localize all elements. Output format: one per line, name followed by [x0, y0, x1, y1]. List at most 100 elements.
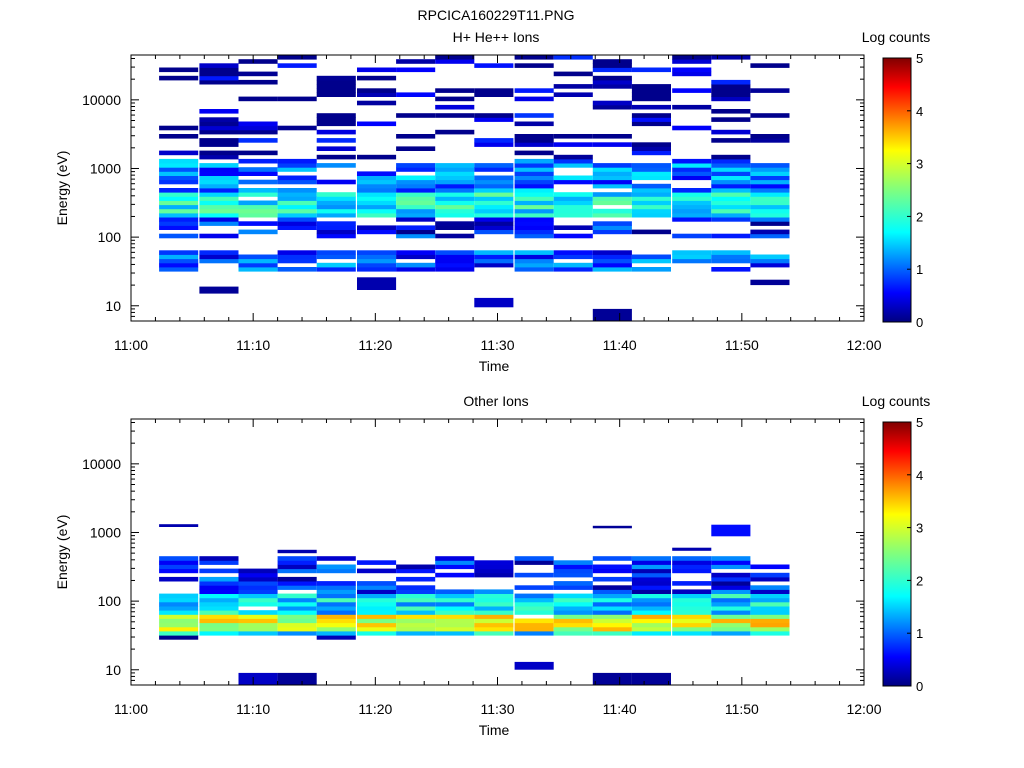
spectrogram-cell: [672, 258, 712, 264]
spectrogram-cell: [553, 192, 593, 197]
spectrogram-cell: [474, 217, 514, 222]
spectrogram-cell: [435, 179, 475, 185]
spectrogram-cell: [435, 589, 475, 594]
spectrogram-cell: [711, 171, 751, 176]
spectrogram-cell: [553, 225, 593, 230]
spectrogram-cell: [514, 593, 554, 599]
spectrogram-cell: [672, 606, 712, 611]
spectrogram-cell: [435, 564, 475, 570]
spectrogram-cell: [592, 631, 632, 636]
spectrogram-cell: [199, 631, 239, 636]
spectrogram-cell: [238, 138, 278, 143]
spectrogram-cell: [514, 196, 554, 201]
spectrogram-cell: [514, 622, 554, 628]
spectrogram-cell: [159, 267, 199, 272]
spectrogram-cell: [474, 221, 514, 226]
spectrogram-cell: [672, 618, 712, 624]
spectrogram-cell: [357, 277, 397, 290]
x-tick-label: 11:50: [725, 337, 759, 353]
colorbar-tick-label: 4: [916, 104, 923, 119]
spectrogram-cell: [672, 250, 712, 255]
spectrogram-cell: [711, 589, 751, 594]
spectrogram-cell: [316, 601, 356, 607]
spectrogram-cell: [396, 610, 436, 615]
spectrogram-cell: [396, 267, 436, 272]
spectrogram-cell: [435, 59, 475, 64]
spectrogram-cell: [553, 560, 593, 565]
spectrogram-cell: [711, 163, 751, 168]
spectrogram-cell: [474, 610, 514, 615]
spectrogram-cell: [277, 581, 317, 586]
spectrogram-cell: [277, 585, 317, 590]
spectrogram-cell: [357, 568, 397, 574]
spectrogram-cell: [396, 576, 436, 582]
spectrogram-cell: [592, 200, 632, 206]
spectrogram-cell: [277, 626, 317, 632]
spectrogram-cell: [750, 279, 790, 286]
spectrogram-cell: [672, 589, 712, 594]
spectrogram-cell: [474, 568, 514, 574]
spectrogram-cell: [159, 597, 199, 603]
colorbar-tick-label: 5: [916, 51, 923, 66]
spectrogram-cell: [316, 610, 356, 615]
spectrogram-cell: [711, 233, 751, 239]
spectrogram-cell: [435, 88, 475, 93]
spectrogram-cell: [277, 576, 317, 582]
spectrogram-cell: [159, 196, 199, 201]
spectrogram-cell: [514, 142, 554, 147]
colorbar-tick-label: 3: [916, 521, 923, 536]
spectrogram-cell: [711, 560, 751, 565]
spectrogram-cell: [396, 225, 436, 230]
spectrogram-cell: [592, 167, 632, 172]
spectrogram-cell: [631, 146, 671, 151]
spectrogram-cell: [672, 171, 712, 176]
spectrogram-cell: [553, 597, 593, 603]
spectrogram-cell: [357, 196, 397, 201]
spectrogram-cell: [238, 568, 278, 574]
spectrogram-cell: [711, 217, 751, 222]
spectrogram-cell: [474, 113, 514, 118]
spectrogram-cell: [357, 250, 397, 255]
spectrogram-cell: [316, 622, 356, 628]
spectrogram-cell: [553, 564, 593, 570]
spectrogram-cell: [316, 626, 356, 632]
spectrogram-cell: [750, 576, 790, 582]
spectrogram-cell: [592, 229, 632, 235]
spectrogram-cell: [159, 179, 199, 185]
spectrogram-cell: [711, 585, 751, 590]
spectrogram-cell: [474, 631, 514, 636]
spectrogram-cell: [159, 560, 199, 565]
spectrogram-cell: [474, 560, 514, 565]
x-tick-label: 11:30: [481, 337, 515, 353]
spectrogram-cell: [435, 196, 475, 201]
spectrogram-cell: [316, 113, 356, 118]
spectrogram-cell: [672, 631, 712, 636]
spectrogram-cell: [750, 167, 790, 172]
spectrogram-cell: [514, 204, 554, 210]
spectrogram-cell: [396, 250, 436, 255]
spectrogram-cell: [592, 250, 632, 255]
spectrogram-cell: [199, 556, 239, 561]
spectrogram-cell: [553, 601, 593, 607]
spectrogram-cell: [711, 614, 751, 619]
spectrogram-cell: [159, 593, 199, 599]
spectrogram-cell: [592, 610, 632, 615]
spectrogram-cell: [592, 568, 632, 574]
spectrogram-cell: [238, 188, 278, 193]
spectrogram-cell: [435, 572, 475, 578]
spectrogram-cell: [750, 204, 790, 210]
spectrogram-cell: [277, 549, 317, 554]
spectrogram-cell: [631, 196, 671, 201]
spectrogram-cell: [316, 635, 356, 640]
spectrogram-cell: [316, 92, 356, 97]
spectrogram-cell: [277, 188, 317, 193]
spectrogram-cell: [435, 606, 475, 611]
spectrogram-cell: [357, 601, 397, 607]
spectrogram-cell: [514, 254, 554, 260]
spectrogram-cell: [672, 71, 712, 77]
spectrogram-cell: [592, 525, 632, 529]
spectrogram-cell: [553, 618, 593, 624]
spectrogram-cell: [631, 167, 671, 172]
spectrogram-cell: [474, 229, 514, 235]
spectrogram-cell: [159, 75, 199, 81]
